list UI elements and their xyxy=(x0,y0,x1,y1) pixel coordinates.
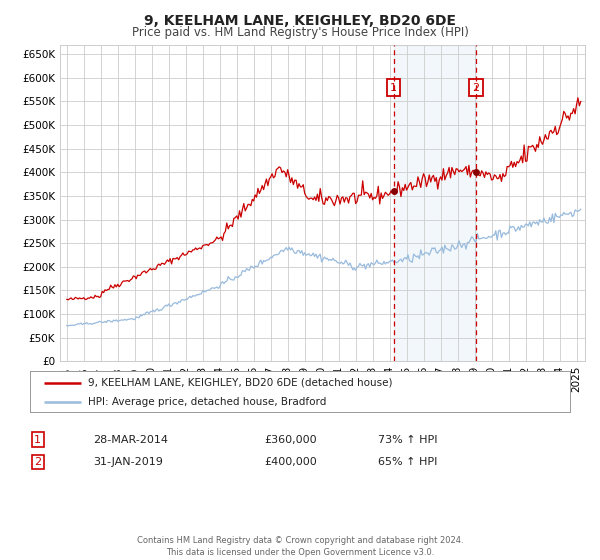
Text: HPI: Average price, detached house, Bradford: HPI: Average price, detached house, Brad… xyxy=(88,397,326,407)
Text: 9, KEELHAM LANE, KEIGHLEY, BD20 6DE (detached house): 9, KEELHAM LANE, KEIGHLEY, BD20 6DE (det… xyxy=(88,377,393,388)
Text: 31-JAN-2019: 31-JAN-2019 xyxy=(93,457,163,467)
Text: £400,000: £400,000 xyxy=(264,457,317,467)
Text: 65% ↑ HPI: 65% ↑ HPI xyxy=(378,457,437,467)
Text: 2: 2 xyxy=(472,82,479,92)
Text: 1: 1 xyxy=(390,82,397,92)
Bar xyxy=(394,45,476,361)
Text: Contains HM Land Registry data © Crown copyright and database right 2024.
This d: Contains HM Land Registry data © Crown c… xyxy=(137,536,463,557)
Text: 9, KEELHAM LANE, KEIGHLEY, BD20 6DE: 9, KEELHAM LANE, KEIGHLEY, BD20 6DE xyxy=(144,14,456,28)
Text: 2: 2 xyxy=(34,457,41,467)
Text: 28-MAR-2014: 28-MAR-2014 xyxy=(93,435,168,445)
Text: Price paid vs. HM Land Registry's House Price Index (HPI): Price paid vs. HM Land Registry's House … xyxy=(131,26,469,39)
Text: 73% ↑ HPI: 73% ↑ HPI xyxy=(378,435,437,445)
Text: £360,000: £360,000 xyxy=(264,435,317,445)
Text: 1: 1 xyxy=(34,435,41,445)
